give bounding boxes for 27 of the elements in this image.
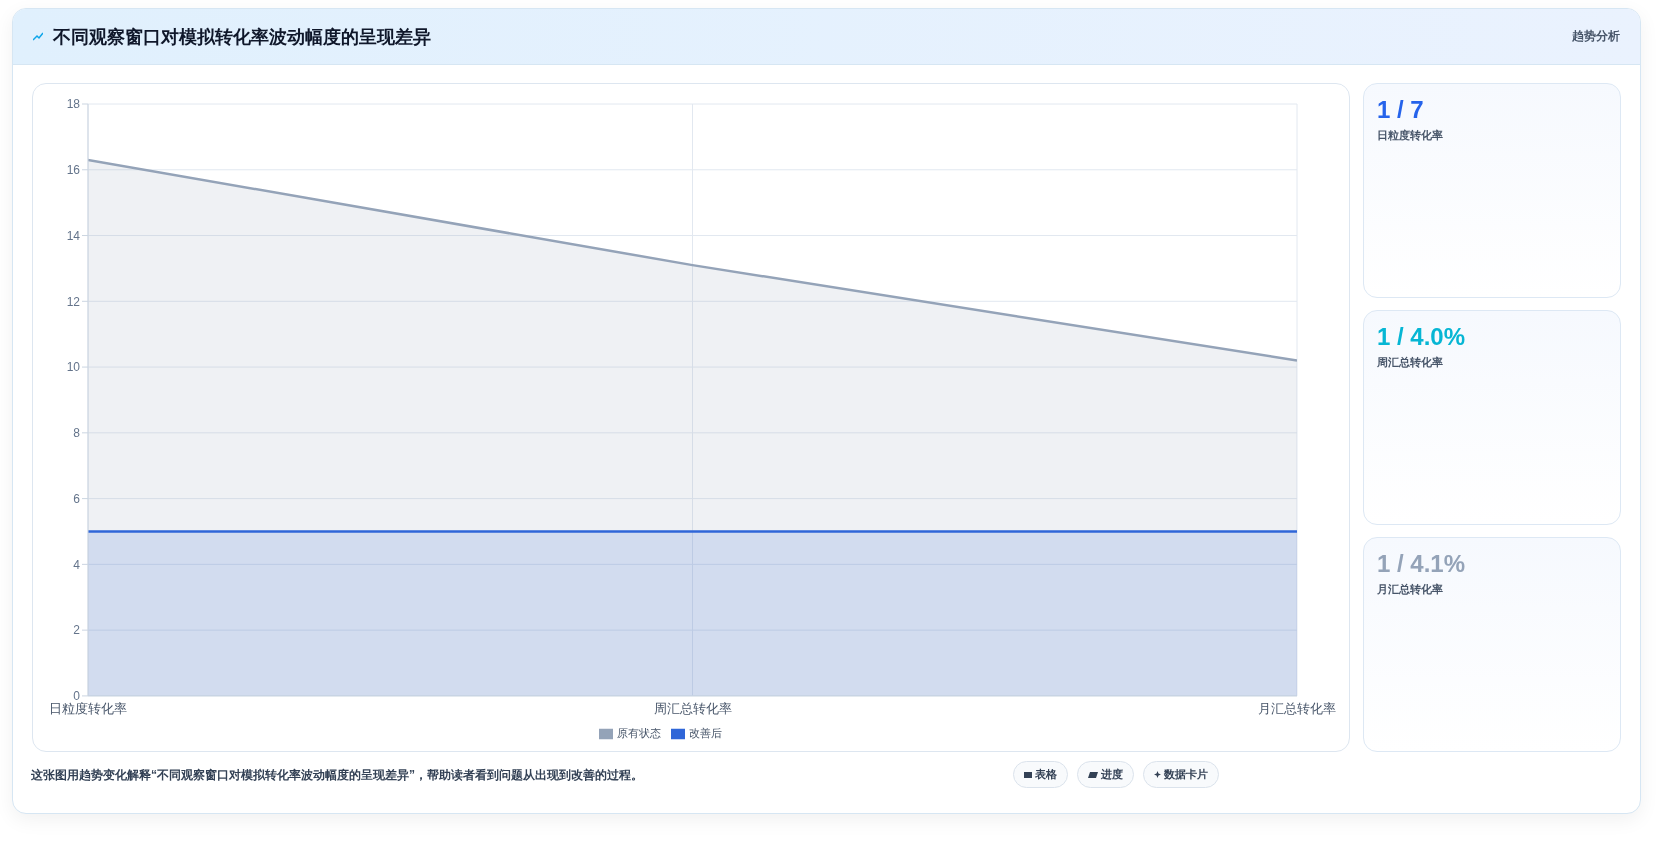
y-tick-label: 16: [66, 163, 81, 178]
y-tick-label: 10: [66, 360, 81, 375]
text: 数据卡片: [1143, 761, 1219, 788]
y-tick-label: 18: [66, 97, 81, 112]
y-tick-label: 6: [73, 491, 81, 506]
x-tick-label: 日粒度转化率: [49, 701, 127, 717]
y-tick-label: 0: [73, 689, 81, 704]
text: 月汇总转化率: [1377, 582, 1444, 597]
text: 表格: [1013, 761, 1068, 788]
text: 1 / 4.0%: [1377, 323, 1467, 351]
y-tick-label: 2: [73, 623, 81, 638]
legend-label: 原有状态: [616, 726, 661, 739]
legend-label: 改善后: [688, 726, 722, 739]
chart-title: 不同观察窗口对模拟转化率波动幅度的呈现差异: [53, 25, 431, 49]
y-tick-label: 14: [66, 228, 81, 243]
x-tick-label: 月汇总转化率: [1258, 701, 1336, 717]
text: 这张图用趋势变化解释“不同观察窗口对模拟转化率波动幅度的呈现差异”，帮助读者看到问题从出现到改善的过程。: [31, 767, 643, 784]
text: 周汇总转化率: [1377, 355, 1444, 370]
text: 1 / 7: [1377, 96, 1425, 124]
text: 趋势分析: [1572, 28, 1620, 45]
text: 进度: [1077, 761, 1134, 788]
y-tick-label: 12: [66, 294, 81, 309]
text: 日粒度转化率: [1377, 128, 1444, 143]
y-tick-label: 4: [73, 557, 81, 572]
x-tick-label: 周汇总转化率: [653, 701, 732, 717]
y-tick-label: 8: [73, 426, 81, 441]
text: 1 / 4.1%: [1377, 550, 1467, 578]
